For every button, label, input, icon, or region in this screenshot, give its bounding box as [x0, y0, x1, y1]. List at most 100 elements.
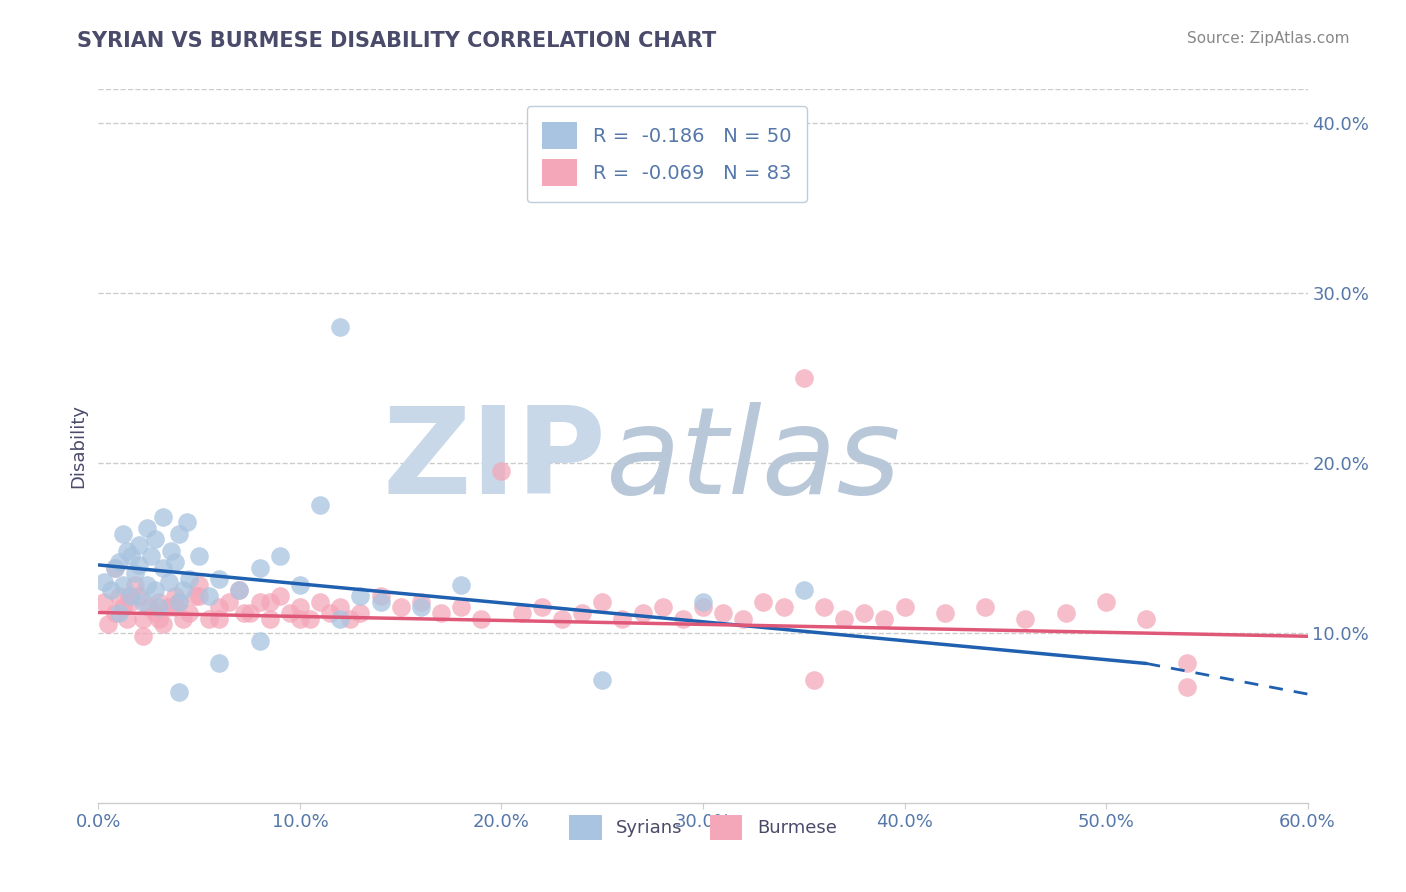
Point: [239, 606, 262, 620]
Point: [832, 612, 855, 626]
Point: [118, 589, 141, 603]
Point: [208, 600, 231, 615]
Point: [853, 606, 876, 620]
Point: [120, 595, 142, 609]
Point: [450, 600, 472, 615]
Point: [172, 612, 194, 626]
Point: [349, 606, 371, 620]
Point: [672, 612, 695, 626]
Point: [692, 600, 714, 615]
Point: [167, 595, 190, 609]
Point: [591, 673, 613, 688]
Point: [132, 629, 155, 643]
Legend: Syrians, Burmese: Syrians, Burmese: [562, 807, 844, 847]
Point: [163, 600, 186, 615]
Point: [1135, 612, 1157, 626]
Point: [470, 612, 492, 626]
Point: [160, 544, 183, 558]
Point: [873, 612, 896, 626]
Point: [934, 606, 956, 620]
Point: [132, 612, 155, 626]
Point: [97, 617, 120, 632]
Point: [93, 574, 115, 589]
Point: [103, 561, 125, 575]
Point: [111, 600, 134, 615]
Point: [167, 685, 190, 699]
Point: [143, 533, 166, 547]
Point: [339, 612, 361, 626]
Point: [135, 520, 157, 534]
Point: [259, 595, 281, 609]
Point: [152, 510, 174, 524]
Point: [288, 578, 311, 592]
Point: [631, 606, 654, 620]
Point: [793, 583, 815, 598]
Point: [278, 606, 301, 620]
Point: [1095, 595, 1118, 609]
Point: [138, 600, 160, 615]
Point: [370, 595, 392, 609]
Point: [259, 612, 281, 626]
Point: [249, 634, 271, 648]
Point: [172, 583, 194, 598]
Point: [319, 606, 342, 620]
Point: [148, 600, 170, 615]
Point: [218, 595, 240, 609]
Point: [103, 561, 125, 575]
Point: [208, 612, 231, 626]
Point: [651, 600, 673, 615]
Point: [249, 595, 271, 609]
Point: [329, 612, 352, 626]
Point: [370, 589, 392, 603]
Point: [299, 612, 322, 626]
Point: [152, 561, 174, 575]
Point: [309, 499, 332, 513]
Text: Source: ZipAtlas.com: Source: ZipAtlas.com: [1187, 31, 1350, 46]
Point: [752, 595, 775, 609]
Point: [612, 612, 634, 626]
Point: [329, 320, 352, 334]
Point: [107, 606, 129, 620]
Point: [530, 600, 553, 615]
Point: [128, 537, 150, 551]
Point: [148, 612, 170, 626]
Point: [124, 578, 146, 592]
Point: [1175, 657, 1198, 671]
Point: [115, 544, 138, 558]
Point: [329, 600, 352, 615]
Point: [163, 555, 186, 569]
Point: [793, 371, 815, 385]
Point: [733, 612, 755, 626]
Point: [228, 583, 250, 598]
Text: ZIP: ZIP: [382, 401, 606, 519]
Point: [188, 549, 211, 564]
Point: [107, 589, 129, 603]
Point: [510, 606, 533, 620]
Point: [128, 558, 150, 572]
Point: [93, 595, 115, 609]
Point: [551, 612, 574, 626]
Point: [139, 549, 162, 564]
Point: [803, 673, 825, 688]
Point: [179, 606, 201, 620]
Point: [491, 465, 513, 479]
Point: [389, 600, 412, 615]
Point: [111, 527, 134, 541]
Point: [143, 606, 166, 620]
Point: [430, 606, 453, 620]
Point: [692, 595, 714, 609]
Point: [198, 612, 221, 626]
Point: [893, 600, 915, 615]
Point: [813, 600, 835, 615]
Text: SYRIAN VS BURMESE DISABILITY CORRELATION CHART: SYRIAN VS BURMESE DISABILITY CORRELATION…: [77, 31, 717, 51]
Point: [198, 589, 221, 603]
Point: [571, 606, 593, 620]
Point: [208, 572, 231, 586]
Point: [132, 595, 155, 609]
Point: [269, 549, 291, 564]
Point: [450, 578, 472, 592]
Point: [103, 606, 125, 620]
Point: [409, 595, 432, 609]
Point: [135, 578, 157, 592]
Point: [111, 578, 134, 592]
